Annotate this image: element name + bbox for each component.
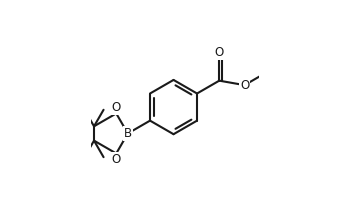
Text: O: O	[112, 101, 121, 114]
Text: O: O	[215, 46, 224, 59]
Text: O: O	[240, 79, 249, 92]
Text: O: O	[112, 152, 121, 165]
Text: B: B	[124, 127, 132, 140]
